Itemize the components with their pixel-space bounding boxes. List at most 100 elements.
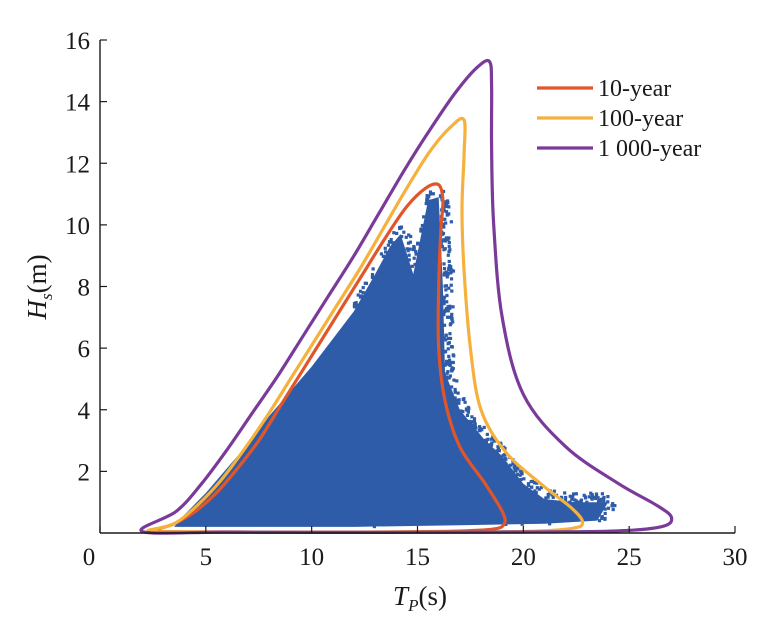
scatter-point [454,398,459,403]
scatter-point [449,368,454,372]
scatter-point [426,197,430,201]
scatter-point [446,305,450,309]
scatter-point [599,497,604,501]
scatter-point [379,252,384,256]
scatter-point [597,500,602,504]
x-tick-label: 15 [405,544,430,571]
scatter-point [519,469,524,474]
scatter-point [477,428,481,432]
scatter-point [442,266,447,271]
scatter-point [446,309,450,313]
scatter-point [447,236,451,240]
scatter-point [530,479,535,483]
scatter-point [552,489,556,493]
x-tick-label: 10 [299,544,324,571]
scatter-point [399,226,403,230]
y-tick-label: 12 [65,151,90,178]
scatter-point [384,250,388,254]
scatter-point [448,363,452,367]
scatter-point [402,230,406,234]
scatter-point [444,333,448,337]
scatter-point [451,360,455,365]
scatter-point [371,267,375,271]
y-tick-label: 4 [78,398,91,425]
scatter-point [413,262,417,267]
scatter-point [431,192,435,196]
scatter-point [453,396,457,400]
scatter-point [511,462,515,466]
scatter-point [456,391,460,395]
scatter-point [444,236,448,240]
scatter-point [446,336,450,340]
scatter-layer [174,189,617,529]
scatter-point [419,229,423,233]
scatter-point [449,345,454,349]
scatter-point [442,323,447,327]
scatter-point [443,350,447,354]
scatter-point [509,463,513,467]
scatter-point [386,243,391,247]
scatter-point [452,378,456,382]
scatter-point [482,425,486,430]
scatter-point [414,249,418,254]
scatter-point [465,413,470,418]
scatter-point [519,477,523,482]
scatter-point [449,220,453,224]
scatter-point [389,237,393,242]
y-tick-label: 14 [65,90,91,117]
scatter-point [445,293,449,298]
scatter-point [449,283,453,287]
scatter-point [361,290,365,295]
scatter-point [570,497,574,501]
scatter-point [602,499,606,503]
scatter-point [419,227,424,231]
scatter-point [603,511,607,516]
scatter-point [490,441,494,445]
scatter-point [546,495,550,499]
scatter-point [447,264,452,268]
scatter-density-region [174,197,609,527]
scatter-point [416,241,420,245]
scatter-point [517,485,521,489]
scatter-point [446,347,450,351]
scatter-point [514,469,518,473]
scatter-point [606,494,610,499]
scatter-point [520,522,524,526]
y-tick-label: 6 [78,336,91,363]
scatter-point [579,499,583,503]
scatter-point [352,304,356,308]
scatter-point [571,495,575,499]
scatter-point [611,503,615,508]
contour-line-1000-year [139,58,674,535]
scatter-point [568,500,572,504]
scatter-point [451,320,455,324]
scatter-point [490,437,494,441]
scatter-point [597,519,602,523]
scatter-point [447,267,451,272]
scatter-point [480,428,484,432]
scatter-point [459,409,463,413]
scatter-point [443,308,448,312]
scatter-point [597,509,602,514]
scatter-point [576,500,580,504]
scatter-point [412,256,416,260]
scatter-point [468,420,473,425]
scatter-point [495,449,499,453]
scatter-point [535,486,539,490]
scatter-point [443,239,448,243]
scatter-point [444,270,448,274]
scatter-point [370,272,375,277]
scatter-point [447,259,451,264]
scatter-point [410,264,414,268]
scatter-point [590,493,594,497]
scatter-point [408,240,412,244]
scatter-point [473,425,477,429]
scatter-point [414,252,418,256]
scatter-point [546,492,550,497]
scatter-point [501,453,505,457]
scatter-point [424,202,428,206]
scatter-point [355,303,359,307]
scatter-point [584,496,588,500]
scatter-point [538,512,542,517]
